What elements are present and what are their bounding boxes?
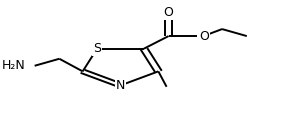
Text: O: O [164,6,173,19]
Text: O: O [199,30,209,43]
Text: S: S [93,42,101,55]
Text: H₂N: H₂N [1,59,25,72]
Text: N: N [116,79,125,92]
